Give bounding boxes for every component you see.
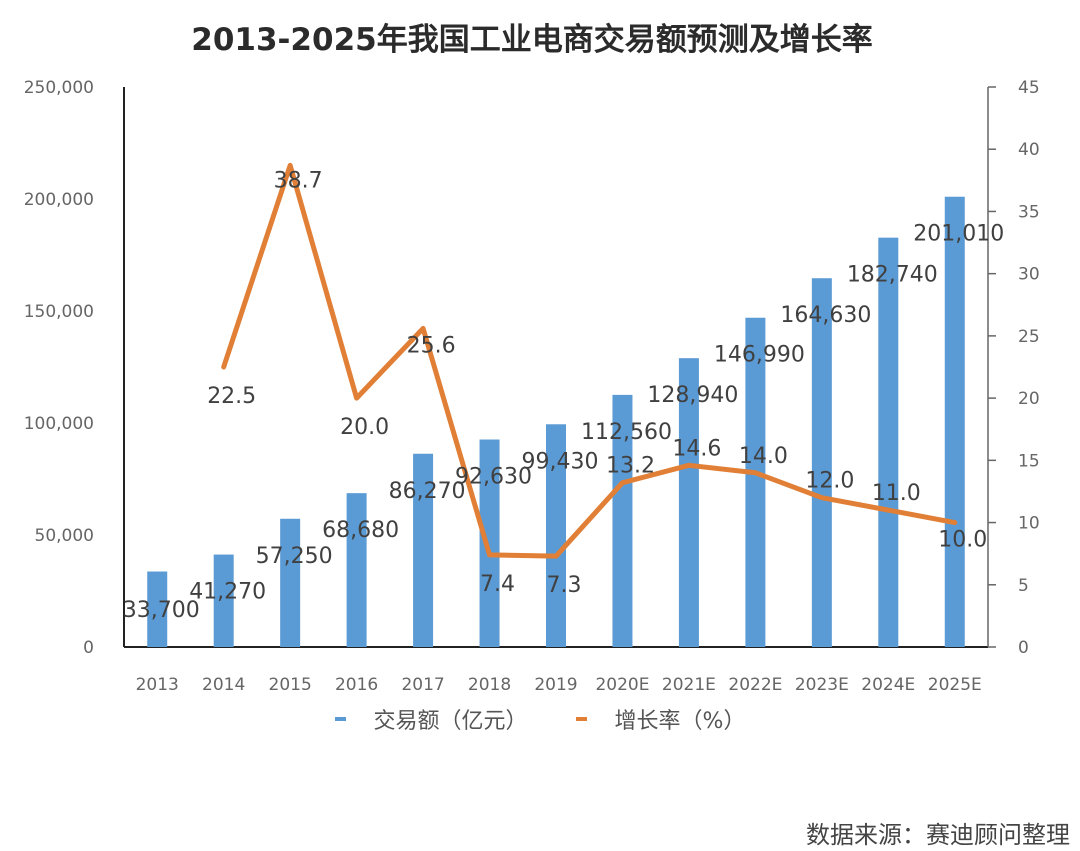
- bar: [413, 453, 434, 647]
- x-tick-label: 2018: [468, 675, 511, 695]
- right-tick-label: 5: [1018, 576, 1029, 596]
- legend-swatch-bar: [334, 717, 346, 721]
- bar: [678, 358, 699, 647]
- line-data-label: 22.5: [207, 384, 256, 409]
- x-tick-label: 2019: [534, 675, 577, 695]
- line-data-label: 14.6: [672, 436, 721, 461]
- legend-label-line: 增长率（%）: [614, 709, 746, 734]
- line-data-label: 25.6: [407, 333, 456, 358]
- right-tick-label: 0: [1018, 638, 1029, 658]
- bar: [346, 493, 367, 647]
- line-data-label: 38.7: [274, 168, 323, 193]
- line-data-label: 7.3: [547, 573, 582, 598]
- x-tick-label: 2021E: [662, 675, 716, 695]
- chart-title: 2013-2025年我国工业电商交易额预测及增长率: [191, 22, 873, 58]
- line-data-label: 20.0: [340, 415, 389, 440]
- bar: [546, 424, 566, 647]
- bar-data-label: 164,630: [780, 303, 871, 328]
- right-tick-label: 40: [1018, 140, 1040, 160]
- right-tick-label: 45: [1018, 78, 1040, 98]
- legend: 交易额（亿元） 增长率（%）: [0, 703, 1080, 735]
- bar-data-label: 86,270: [389, 479, 466, 504]
- bar-data-label: 99,430: [522, 449, 599, 474]
- bar: [147, 571, 168, 647]
- left-tick-label: 100,000: [24, 414, 94, 434]
- chart-plot: 0 50,000 100,000 150,000 200,000 250,000 0 5 10 1…: [24, 78, 1040, 695]
- legend-item-bar[interactable]: 交易额（亿元）: [334, 703, 528, 735]
- bar-data-label: 128,940: [647, 383, 738, 408]
- line-data-label: 14.0: [739, 444, 788, 469]
- x-tick-label: 2022E: [728, 675, 782, 695]
- source-note: 数据来源：赛迪顾问整理: [806, 821, 1070, 849]
- bar-data-label: 41,270: [189, 580, 266, 605]
- bar-data-label: 57,250: [256, 544, 333, 569]
- bar-data-label: 68,680: [322, 518, 399, 543]
- line-data-label: 11.0: [872, 481, 921, 506]
- bar: [745, 317, 766, 647]
- left-tick-label: 250,000: [24, 78, 94, 98]
- x-tick-label: 2016: [335, 675, 378, 695]
- left-tick-label: 50,000: [35, 526, 94, 546]
- line-data-label: 10.0: [938, 528, 987, 553]
- bar-data-label: 33,700: [123, 598, 200, 623]
- right-tick-label: 15: [1018, 451, 1040, 471]
- legend-label-bar: 交易额（亿元）: [373, 709, 528, 734]
- left-tick-label: 200,000: [24, 190, 94, 210]
- left-tick-label: 150,000: [24, 302, 94, 322]
- bar: [878, 237, 899, 647]
- bar: [811, 278, 832, 647]
- bar: [479, 439, 500, 647]
- right-tick-label: 25: [1018, 327, 1040, 347]
- x-tick-label: 2015: [269, 675, 312, 695]
- x-tick-label: 2013: [136, 675, 179, 695]
- right-tick-label: 35: [1018, 202, 1040, 222]
- bar: [280, 518, 301, 647]
- x-tick-label: 2014: [202, 675, 245, 695]
- bar: [213, 554, 234, 647]
- line-data-label: 13.2: [606, 454, 655, 479]
- bar-data-label: 182,740: [847, 263, 938, 288]
- x-tick-label: 2017: [401, 675, 444, 695]
- line-data-label: 12.0: [805, 469, 854, 494]
- x-tick-label: 2020E: [595, 675, 649, 695]
- right-tick-label: 20: [1018, 389, 1040, 409]
- growth-rate-line: [221, 162, 958, 559]
- legend-swatch-line: [575, 717, 587, 721]
- bar-data-label: 146,990: [714, 343, 805, 368]
- right-tick-label: 10: [1018, 514, 1040, 534]
- legend-item-line[interactable]: 增长率（%）: [575, 703, 746, 735]
- x-tick-label: 2024E: [861, 675, 915, 695]
- bar-data-label: 112,560: [581, 420, 672, 445]
- bar-data-label: 201,010: [913, 222, 1004, 247]
- bar: [944, 196, 965, 647]
- x-tick-label: 2023E: [795, 675, 849, 695]
- x-tick-label: 2025E: [928, 675, 982, 695]
- right-tick-label: 30: [1018, 265, 1040, 285]
- bar-data-label: 92,630: [455, 465, 532, 490]
- bar: [612, 394, 633, 647]
- left-tick-label: 0: [83, 638, 94, 658]
- line-data-label: 7.4: [480, 572, 515, 597]
